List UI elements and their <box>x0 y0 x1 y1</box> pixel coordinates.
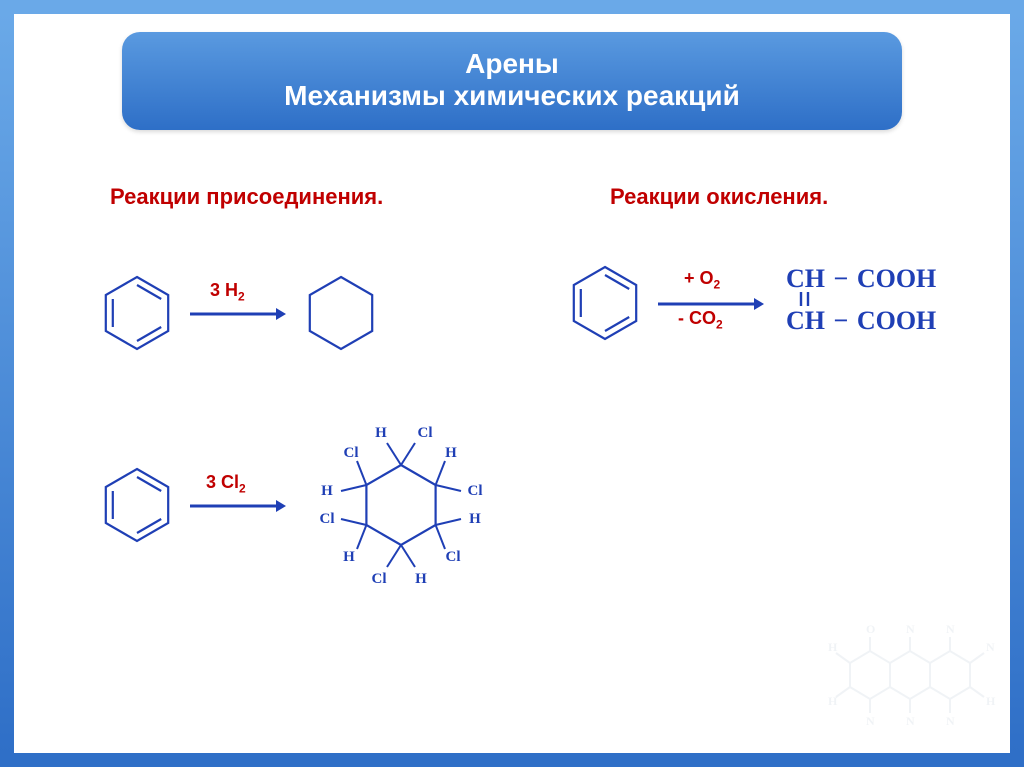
reagent-co2-sub: 2 <box>716 318 723 332</box>
svg-text:H: H <box>828 640 838 654</box>
reagent-co2-text: - CO <box>678 308 716 328</box>
reagent-3h2-sub: 2 <box>238 290 245 304</box>
subhead-addition: Реакции присоединения. <box>110 184 383 210</box>
svg-text:N: N <box>906 622 915 636</box>
svg-text:O: O <box>866 622 875 636</box>
svg-text:N: N <box>946 622 955 636</box>
reagent-3h2: 3 H2 <box>210 280 245 304</box>
p1-ch: CH <box>786 264 825 293</box>
title-line2: Механизмы химических реакций <box>142 80 882 112</box>
arrow-chlorination <box>188 494 288 518</box>
svg-text:H: H <box>986 694 996 708</box>
reagent-o2: + O2 <box>684 268 720 292</box>
reagent-3cl2-sub: 2 <box>239 482 246 496</box>
reagent-3cl2-text: 3 Cl <box>206 472 239 492</box>
product-double-bond <box>797 290 817 308</box>
hexachlorocyclohexane: H Cl H Cl H Cl Cl H Cl H H Cl <box>296 400 506 610</box>
reagent-co2: - CO2 <box>678 308 723 332</box>
lbl-h-6: H <box>321 483 333 499</box>
reagent-o2-text: + O <box>684 268 714 288</box>
lbl-h-1: H <box>375 425 387 441</box>
lbl-h-5: H <box>343 549 355 565</box>
watermark-molecule: H H O N N N H N N N <box>790 603 1010 753</box>
benzene-1 <box>92 268 182 358</box>
p2-cooh: COOH <box>857 306 936 335</box>
benzene-2 <box>92 460 182 550</box>
svg-text:N: N <box>986 640 995 654</box>
svg-text:N: N <box>946 714 955 728</box>
svg-text:N: N <box>866 714 875 728</box>
reagent-o2-sub: 2 <box>714 278 721 292</box>
lbl-cl-3: Cl <box>446 549 461 565</box>
svg-text:N: N <box>906 714 915 728</box>
lbl-h-3: H <box>469 511 481 527</box>
title-line1: Арены <box>142 48 882 80</box>
arrow-hydrogenation <box>188 302 288 326</box>
lbl-cl-5: Cl <box>320 511 335 527</box>
reagent-3cl2: 3 Cl2 <box>206 472 246 496</box>
reagent-3h2-text: 3 H <box>210 280 238 300</box>
lbl-cl-6: Cl <box>344 445 359 461</box>
title-bar: Арены Механизмы химических реакций <box>122 32 902 130</box>
p2-ch: CH <box>786 306 825 335</box>
cyclohexane <box>296 268 386 358</box>
lbl-cl-4: Cl <box>372 571 387 587</box>
svg-text:H: H <box>828 694 838 708</box>
lbl-cl-1: Cl <box>418 425 433 441</box>
lbl-h-2: H <box>445 445 457 461</box>
lbl-cl-2: Cl <box>468 483 483 499</box>
benzene-3 <box>560 258 650 348</box>
lbl-h-4: H <box>415 571 427 587</box>
product-line2: CH − COOH <box>786 306 936 336</box>
subhead-oxidation: Реакции окисления. <box>610 184 828 210</box>
p1-cooh: COOH <box>857 264 936 293</box>
